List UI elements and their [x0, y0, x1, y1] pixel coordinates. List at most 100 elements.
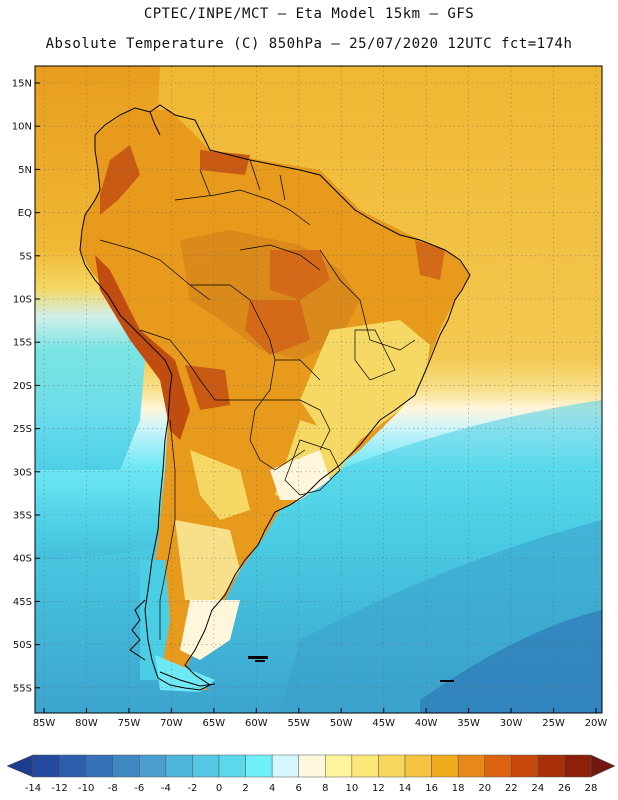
colorbar-tick-label: 24 [531, 783, 544, 794]
colorbar-swatch [112, 754, 140, 778]
hot-patch-2 [245, 300, 310, 355]
lon-label: 25W [542, 718, 565, 729]
title-line-1: CPTEC/INPE/MCT — Eta Model 15km — GFS [143, 6, 475, 22]
colorbar [6, 754, 616, 778]
colorbar-tick-label: -4 [161, 783, 171, 794]
lat-label: 15N [12, 79, 32, 90]
hot-patch-3 [185, 365, 230, 410]
colorbar-labels: -14 -12 -10 -8 -6 -4 -2 0 2 4 6 8 10 12 14 16 18 20 22 24 26… [25, 783, 598, 794]
colorbar-tick-label: -14 [25, 783, 41, 794]
colorbar-tick-label: 12 [372, 783, 385, 794]
andes-hot-central [95, 255, 190, 440]
uruguay-pale [270, 450, 330, 500]
colorbar-swatch [431, 754, 459, 778]
colorbar-swatch [59, 754, 87, 778]
colorbar-tick-label: 6 [296, 783, 302, 794]
lon-label: 40W [415, 718, 438, 729]
lon-label: 80W [75, 718, 98, 729]
longitude-labels: 85W 80W 75W 70W 65W 60W 55W 50W 45W 40W 35W 30W 25W 2… [33, 708, 608, 729]
colorbar-arrow-low [6, 754, 34, 778]
lat-label: 5N [18, 165, 32, 176]
colorbar-tick-label: 14 [399, 783, 412, 794]
colorbar-tick-label: -2 [187, 783, 197, 794]
colorbar-swatch [537, 754, 565, 778]
lon-label: 70W [160, 718, 183, 729]
patagonia-pale [180, 600, 240, 660]
lon-label: 65W [203, 718, 226, 729]
lon-label: 75W [118, 718, 141, 729]
colorbar-swatch [245, 754, 273, 778]
lat-label: 30S [13, 467, 32, 478]
colorbar-swatch [484, 754, 512, 778]
lon-label: 30W [500, 718, 523, 729]
colorbar-swatch [218, 754, 246, 778]
guiana-hot [200, 150, 250, 175]
colorbar-tick-label: 26 [558, 783, 571, 794]
patagonia-mild [175, 520, 240, 600]
lat-label: 25S [13, 424, 32, 435]
lon-label: 50W [330, 718, 353, 729]
colorbar-swatch [378, 754, 406, 778]
colorbar-tick-label: -8 [108, 783, 118, 794]
islands [248, 656, 454, 682]
coldest-region [420, 610, 602, 713]
colorbar-tick-label: -6 [134, 783, 144, 794]
colorbar-tick-label: 0 [216, 783, 222, 794]
lon-label: 35W [457, 718, 480, 729]
lat-label: 10N [12, 122, 32, 133]
colorbar-tick-label: 2 [242, 783, 248, 794]
colorbar-swatch [511, 754, 539, 778]
latitude-labels: 15N 10N 5N EQ 5S 10S 15S 20S 25S 30S 35S 40S 45S 50S 5… [12, 79, 40, 694]
colorbar-swatch [85, 754, 113, 778]
colorbar-tick-label: 28 [585, 783, 598, 794]
colorbar-tick-label: 10 [345, 783, 358, 794]
lat-label: 35S [13, 511, 32, 522]
argentina-mild [190, 450, 250, 520]
lat-label: 10S [13, 295, 32, 306]
colorbar-tick-label: 16 [425, 783, 438, 794]
graticule [35, 66, 602, 713]
southeast-mild [300, 320, 430, 440]
lat-label: 15S [13, 338, 32, 349]
temperature-field [35, 66, 602, 713]
colorbar-tick-label: -12 [51, 783, 67, 794]
colorbar-swatch [165, 754, 193, 778]
colorbar-swatch [32, 754, 60, 778]
colorbar-swatch [271, 754, 299, 778]
colorbar-swatch [351, 754, 379, 778]
lon-label: 85W [33, 718, 56, 729]
colorbar-tick-label: 22 [505, 783, 518, 794]
coastlines [79, 104, 471, 691]
lat-label: 5S [19, 251, 32, 262]
title-line-2: Absolute Temperature (C) 850hPa — 25/07/… [45, 36, 573, 52]
colorbar-tick-label: 20 [478, 783, 491, 794]
andes-hot-north [100, 145, 140, 215]
lat-label: 55S [13, 683, 32, 694]
lon-label: 20W [585, 718, 608, 729]
colorbar-swatch [325, 754, 353, 778]
colorbar-tick-label: 8 [322, 783, 328, 794]
colorbar-tick-label: 4 [269, 783, 275, 794]
lat-label: 40S [13, 554, 32, 565]
colorbar-swatch [564, 754, 592, 778]
lon-label: 45W [372, 718, 395, 729]
lat-label: EQ [18, 208, 32, 219]
colorbar-swatch [404, 754, 432, 778]
colorbar-tick-label: 18 [452, 783, 465, 794]
colorbar-tick-label: -10 [78, 783, 94, 794]
colorbar-swatch [192, 754, 220, 778]
colorbar-swatch [457, 754, 485, 778]
lon-label: 60W [245, 718, 268, 729]
tierra-del-fuego-cold [155, 655, 215, 692]
hot-patch-1 [270, 250, 330, 300]
lat-label: 50S [13, 640, 32, 651]
colorbar-arrow-high [590, 754, 616, 778]
country-borders [99, 159, 416, 640]
lon-label: 55W [287, 718, 310, 729]
colorbar-swatch [139, 754, 167, 778]
ne-hot [415, 240, 445, 280]
lat-label: 20S [13, 381, 32, 392]
lat-label: 45S [13, 597, 32, 608]
colorbar-swatch [298, 754, 326, 778]
